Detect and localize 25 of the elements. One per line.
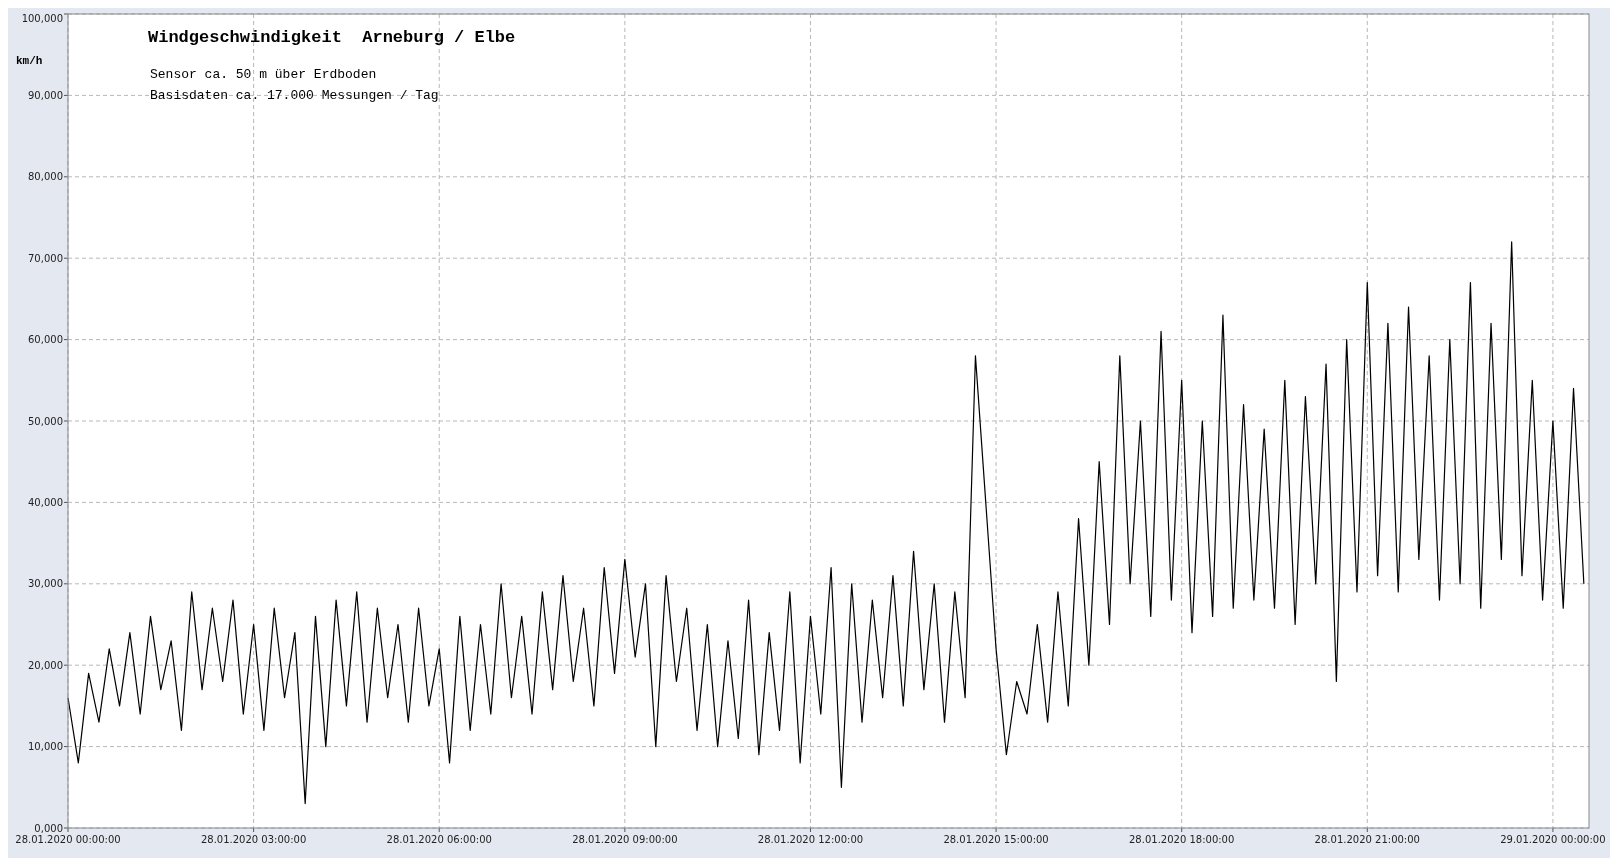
y-tick-label: 70,000 [28, 252, 63, 264]
y-tick-label: 0,000 [34, 822, 63, 834]
x-tick-label: 28.01.2020 00:00:00 [15, 834, 121, 845]
y-tick-label: 40,000 [28, 496, 63, 508]
text: Windgeschwindigkeit Arneburg / Elbe [148, 28, 516, 47]
y-tick-label: 50,000 [28, 415, 63, 427]
y-tick-label: 60,000 [28, 334, 63, 346]
y-tick-label: 10,000 [28, 741, 63, 753]
y-tick-label: 20,000 [28, 659, 63, 671]
annotation: Sensor ca. 50 m über Erdboden [150, 67, 377, 82]
y-tick-label: 30,000 [28, 578, 63, 590]
y-tick-label: 80,000 [28, 171, 63, 183]
x-tick-label: 28.01.2020 12:00:00 [757, 834, 864, 845]
annotation: Basisdaten ca. 17.000 Messungen / Tag [150, 88, 439, 103]
line-series [67, 241, 1585, 805]
x-tick-label: 28.01.2020 09:00:00 [572, 834, 678, 845]
y-axis-title: km/h [16, 55, 43, 67]
x-tick-label: 28.01.2020 18:00:00 [1129, 834, 1235, 845]
y-tick-label: 100,000 [21, 12, 63, 24]
y-tick-label: 90,000 [28, 89, 63, 101]
x-tick-label: 28.01.2020 06:00:00 [386, 834, 492, 845]
x-tick-label: 28.01.2020 21:00:00 [1314, 834, 1420, 845]
x-tick-label: 29.01.2020 00:00:00 [1500, 834, 1606, 845]
x-tick-label: 28.01.2020 03:00:00 [200, 834, 307, 845]
x-tick-label: 28.01.2020 15:00:00 [943, 834, 1049, 845]
